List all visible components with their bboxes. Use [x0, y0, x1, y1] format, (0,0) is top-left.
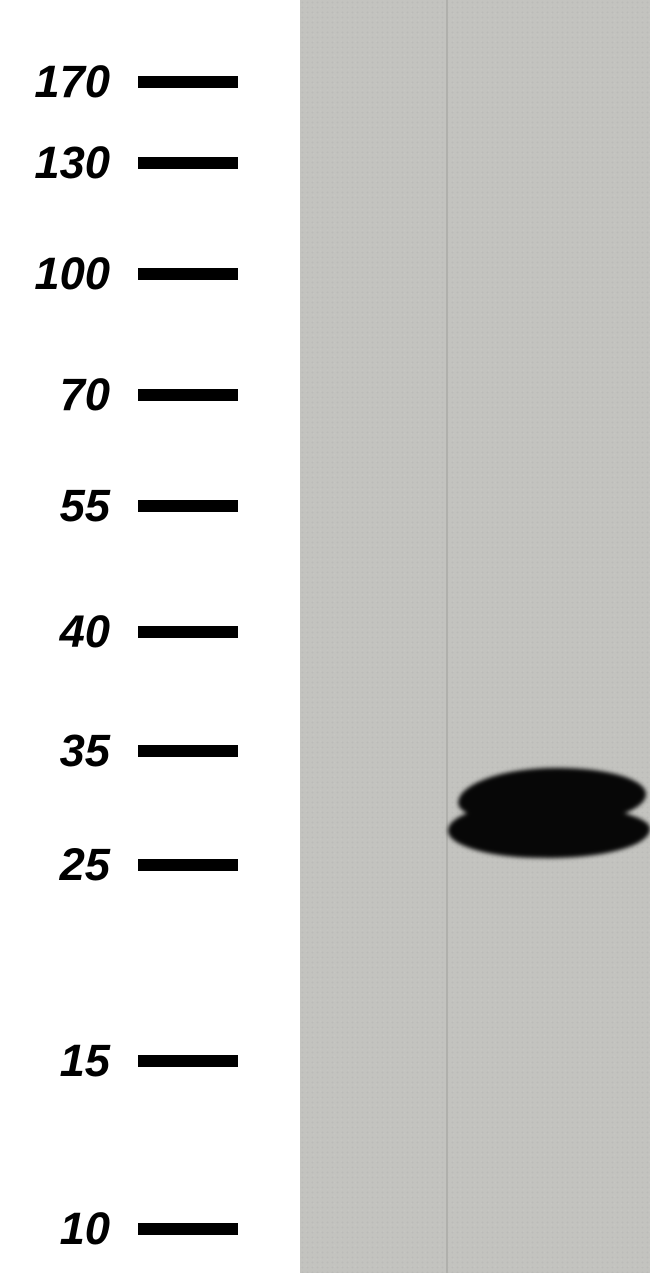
mw-marker-label: 100 — [0, 251, 110, 296]
mw-marker-label: 40 — [0, 609, 110, 654]
mw-marker-tick — [138, 500, 238, 512]
mw-marker-tick — [138, 1055, 238, 1067]
blot-membrane — [300, 0, 650, 1273]
mw-marker-tick — [138, 389, 238, 401]
mw-marker-55: 55 — [0, 483, 238, 528]
lane-left — [300, 0, 446, 1273]
lane-right — [448, 0, 650, 1273]
mw-marker-10: 10 — [0, 1206, 238, 1251]
mw-marker-label: 130 — [0, 140, 110, 185]
mw-marker-label: 55 — [0, 483, 110, 528]
mw-marker-40: 40 — [0, 609, 238, 654]
mw-marker-15: 15 — [0, 1038, 238, 1083]
mw-marker-label: 170 — [0, 59, 110, 104]
mw-marker-label: 35 — [0, 728, 110, 773]
mw-marker-label: 15 — [0, 1038, 110, 1083]
mw-marker-170: 170 — [0, 59, 238, 104]
mw-marker-tick — [138, 76, 238, 88]
mw-marker-130: 130 — [0, 140, 238, 185]
mw-marker-tick — [138, 268, 238, 280]
molecular-weight-ladder: 170 130 100 70 55 40 35 25 15 10 — [0, 0, 300, 1273]
mw-marker-label: 70 — [0, 372, 110, 417]
mw-marker-35: 35 — [0, 728, 238, 773]
band-right-30kda — [448, 768, 650, 858]
mw-marker-100: 100 — [0, 251, 238, 296]
mw-marker-tick — [138, 626, 238, 638]
mw-marker-tick — [138, 157, 238, 169]
mw-marker-label: 25 — [0, 842, 110, 887]
mw-marker-label: 10 — [0, 1206, 110, 1251]
mw-marker-tick — [138, 859, 238, 871]
mw-marker-tick — [138, 1223, 238, 1235]
mw-marker-70: 70 — [0, 372, 238, 417]
mw-marker-tick — [138, 745, 238, 757]
mw-marker-25: 25 — [0, 842, 238, 887]
